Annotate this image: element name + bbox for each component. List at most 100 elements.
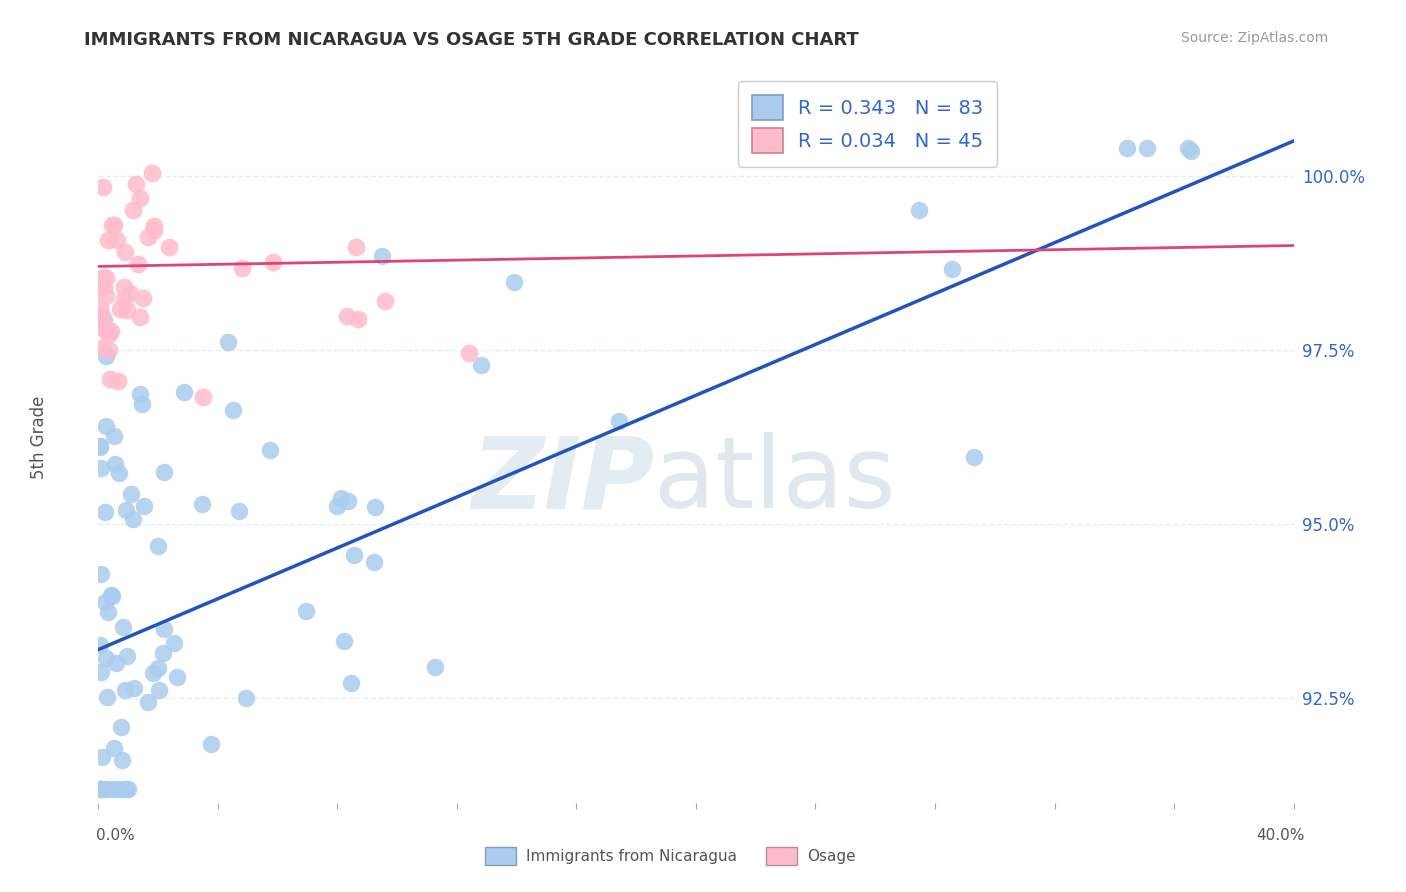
Point [111, 620, 134, 634]
Point [90, 567, 112, 582]
Point [114, 682, 136, 697]
Point [329, 491, 352, 505]
Point [103, 741, 125, 756]
Point [96, 690, 118, 704]
Point [121, 203, 143, 218]
Point [89, 440, 111, 454]
Point [337, 494, 360, 508]
Point [89, 639, 111, 653]
Point [97, 326, 120, 341]
Point [163, 636, 186, 650]
Point [98, 343, 121, 357]
Point [129, 191, 152, 205]
Point [115, 502, 138, 516]
Point [373, 294, 395, 309]
Point [110, 720, 132, 734]
Text: atlas: atlas [654, 433, 896, 530]
Point [91, 180, 114, 194]
Point [93, 313, 115, 327]
Point [97, 605, 120, 619]
Point [120, 487, 142, 501]
Point [129, 310, 152, 324]
Text: 0.0%: 0.0% [96, 828, 135, 843]
Point [101, 589, 124, 603]
Point [93, 280, 115, 294]
Point [152, 646, 174, 660]
Point [294, 604, 316, 618]
Point [607, 414, 630, 428]
Point [108, 466, 131, 480]
Point [94, 595, 117, 609]
Point [97, 233, 120, 247]
Point [108, 301, 131, 316]
Point [333, 634, 356, 648]
Point [173, 384, 195, 399]
Point [105, 781, 128, 796]
Point [343, 548, 366, 562]
Point [363, 555, 385, 569]
Point [103, 781, 125, 796]
Point [111, 753, 134, 767]
Point [166, 670, 188, 684]
Point [115, 781, 138, 796]
Point [91, 269, 114, 284]
Text: IMMIGRANTS FROM NICARAGUA VS OSAGE 5TH GRADE CORRELATION CHART: IMMIGRANTS FROM NICARAGUA VS OSAGE 5TH G… [84, 31, 859, 49]
Legend: R = 0.343   N = 83, R = 0.034   N = 45: R = 0.343 N = 83, R = 0.034 N = 45 [738, 81, 997, 167]
Point [90, 461, 112, 475]
Point [127, 257, 149, 271]
Text: 40.0%: 40.0% [1257, 828, 1305, 843]
Point [96, 781, 118, 796]
Point [96, 651, 118, 665]
Point [132, 291, 155, 305]
Point [231, 260, 253, 275]
Point [124, 681, 146, 695]
Point [235, 690, 257, 705]
Point [228, 504, 250, 518]
Point [112, 280, 135, 294]
Point [94, 349, 117, 363]
Point [503, 275, 526, 289]
Point [105, 657, 128, 671]
Point [104, 458, 127, 472]
Point [470, 359, 492, 373]
Point [141, 166, 163, 180]
Point [191, 390, 214, 404]
Point [346, 312, 368, 326]
Point [115, 303, 138, 318]
Text: Source: ZipAtlas.com: Source: ZipAtlas.com [1181, 31, 1329, 45]
Point [908, 203, 931, 218]
Point [136, 695, 159, 709]
Point [143, 223, 166, 237]
Point [90, 665, 112, 679]
Point [222, 402, 245, 417]
Point [100, 588, 122, 602]
Point [115, 648, 138, 663]
Point [94, 289, 117, 303]
Point [103, 218, 125, 232]
Point [132, 499, 155, 513]
Point [262, 255, 284, 269]
Point [121, 512, 143, 526]
Point [96, 322, 118, 336]
Point [1180, 144, 1202, 158]
Point [112, 781, 135, 796]
Point [1136, 141, 1159, 155]
Point [91, 749, 114, 764]
Text: Immigrants from Nicaragua: Immigrants from Nicaragua [526, 849, 737, 863]
Point [100, 372, 122, 386]
Point [91, 341, 114, 355]
Point [363, 500, 385, 514]
Point [89, 781, 111, 796]
Point [100, 324, 122, 338]
Point [217, 335, 239, 350]
Point [146, 661, 169, 675]
Point [371, 249, 394, 263]
Point [129, 387, 152, 401]
Point [89, 279, 111, 293]
Point [200, 737, 222, 751]
Point [94, 505, 117, 519]
Point [114, 244, 136, 259]
Point [89, 781, 111, 796]
Point [143, 219, 166, 234]
Point [142, 666, 165, 681]
